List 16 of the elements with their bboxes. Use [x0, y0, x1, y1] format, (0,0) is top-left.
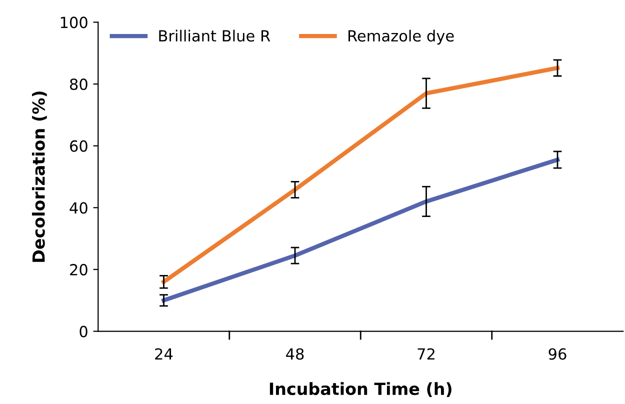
y-tick-label: 80 — [70, 78, 88, 90]
x-tick-label: 48 — [286, 348, 304, 360]
x-tick-label: 72 — [418, 348, 434, 360]
y-tick-label: 60 — [70, 140, 88, 152]
x-tick-label: 24 — [155, 348, 173, 360]
legend-label: Brilliant Blue R — [159, 30, 270, 42]
y-tick-label: 0 — [80, 326, 88, 338]
y-tick-label: 40 — [70, 202, 88, 214]
legend-label: Remazole dye — [348, 30, 454, 45]
x-axis-title: Incubation Time (h) — [270, 382, 452, 398]
y-tick-label: 100 — [60, 16, 88, 28]
y-tick-label: 20 — [70, 264, 88, 276]
y-axis-title: Decolorization (%) — [32, 92, 47, 262]
line-series — [162, 66, 560, 284]
x-tick-label: 96 — [548, 348, 566, 360]
line-series — [162, 158, 560, 302]
